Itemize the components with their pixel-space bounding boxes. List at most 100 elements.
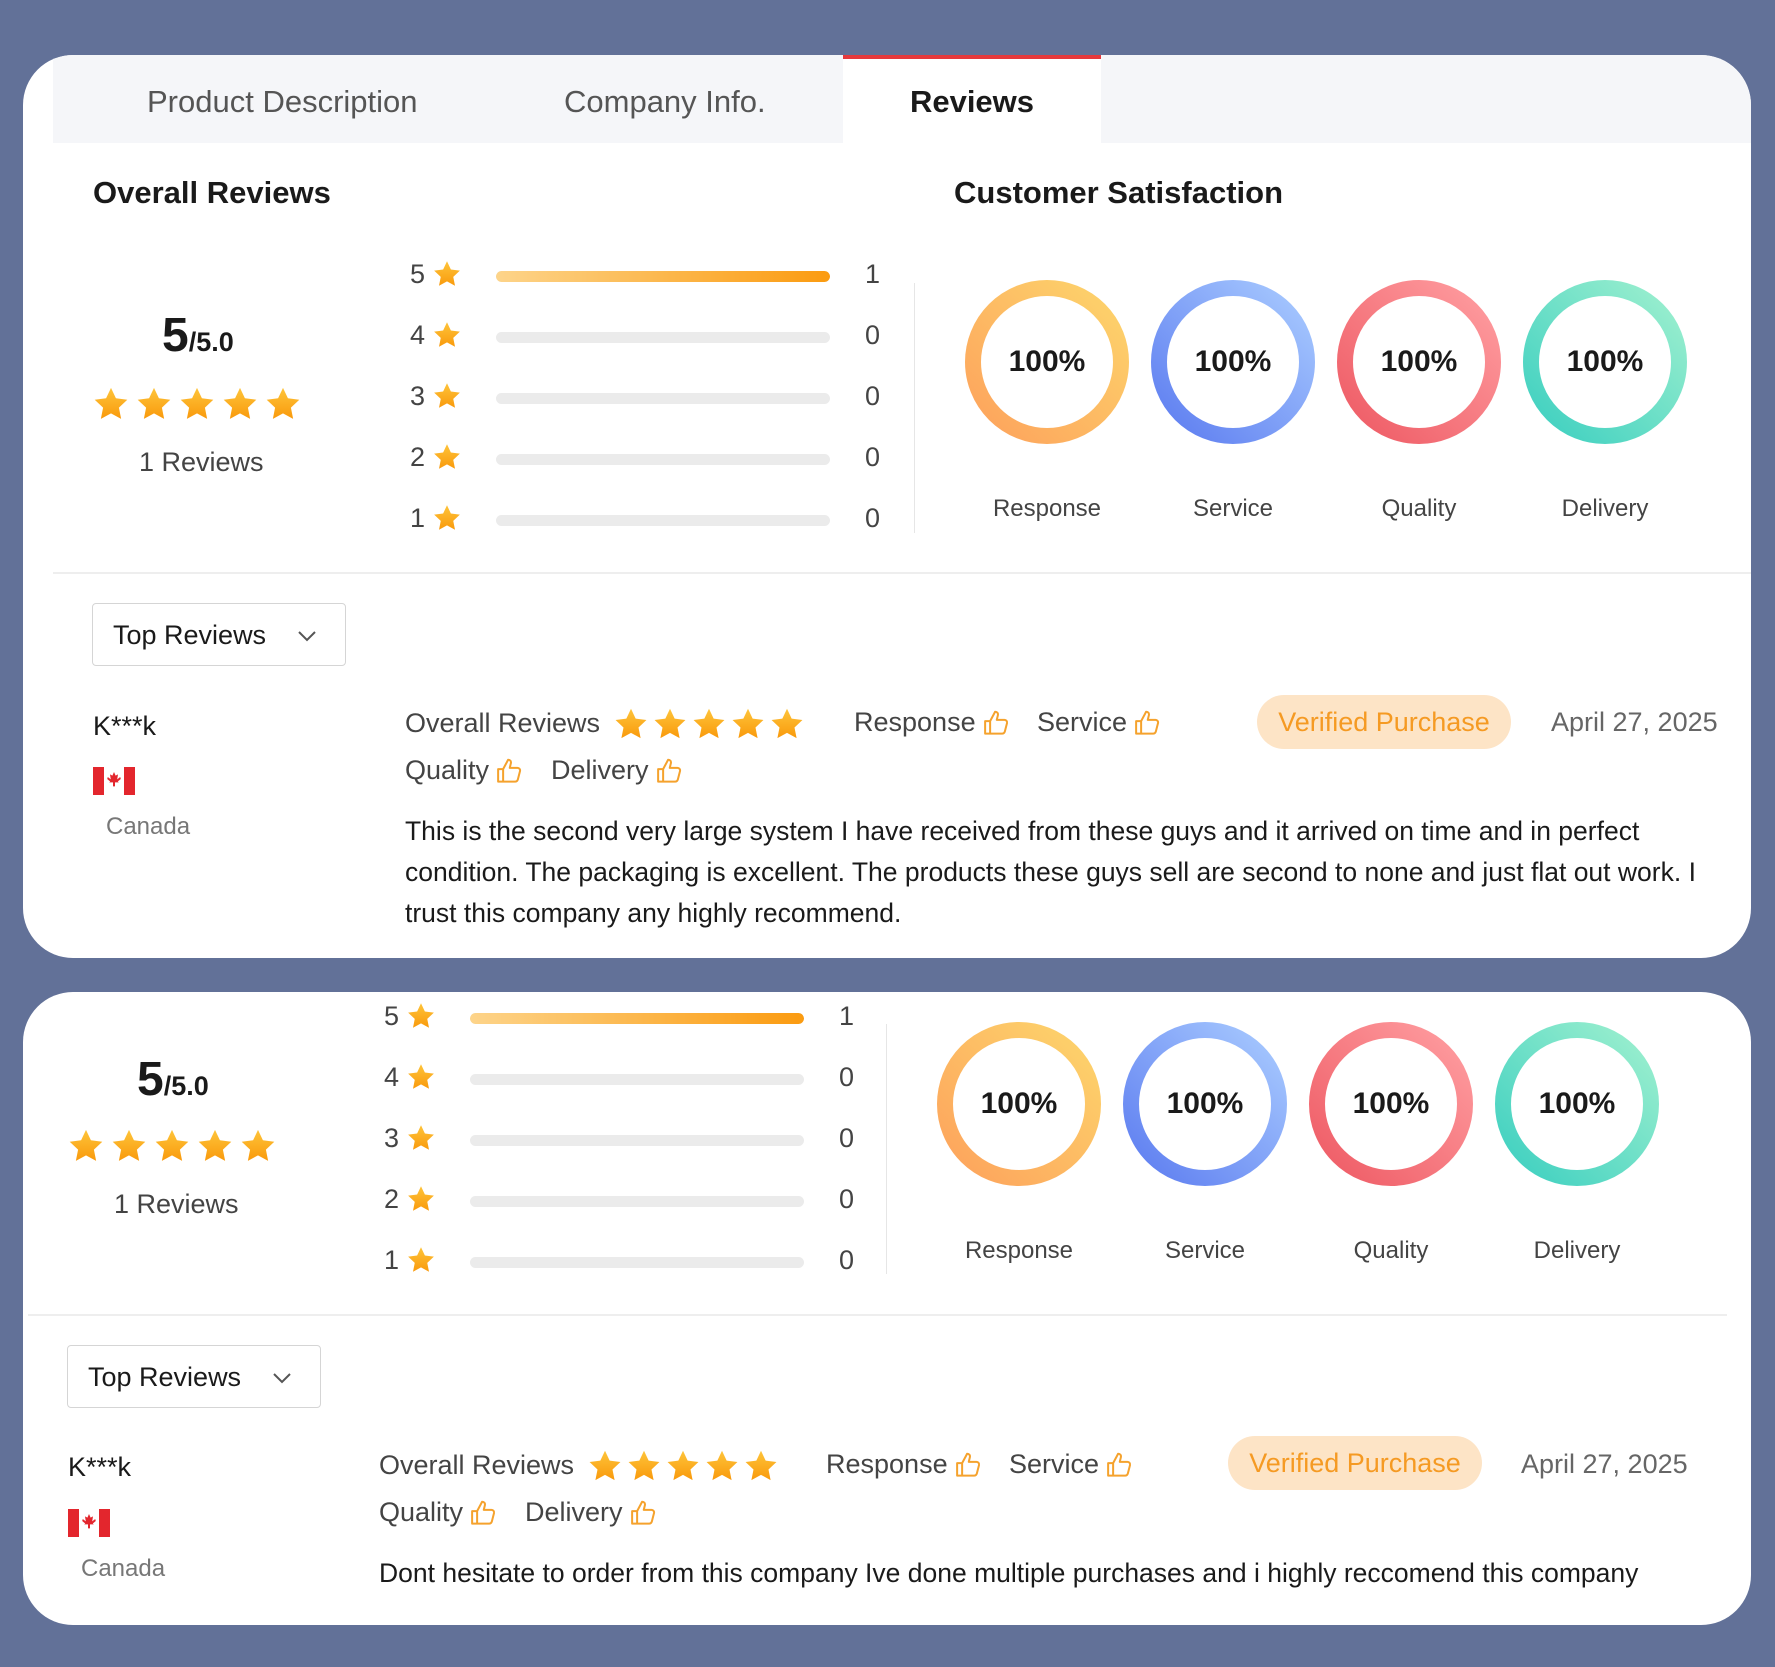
star-icon: [626, 1448, 662, 1484]
distribution-row-3: 3 0: [410, 377, 880, 417]
section-divider: [28, 1314, 1727, 1316]
tab-product-description[interactable]: Product Description: [147, 84, 418, 119]
score-suffix: /5.0: [163, 1071, 209, 1101]
distribution-count: 0: [839, 1062, 855, 1092]
satisfaction-value: 100%: [980, 1087, 1058, 1120]
divider: [914, 283, 915, 533]
tab-reviews[interactable]: Reviews: [843, 55, 1101, 143]
quality-rating: Quality: [405, 755, 525, 786]
satisfaction-label-quality: Quality: [1353, 1237, 1429, 1264]
response-label: Response: [854, 707, 976, 737]
distribution-stars: 2: [384, 1184, 400, 1214]
star-icon: [652, 706, 688, 742]
distribution-bar: [470, 1196, 804, 1207]
satisfaction-ring-delivery: 100%: [1521, 278, 1689, 446]
distribution-stars: 5: [384, 1001, 400, 1031]
star-icon: [135, 385, 173, 423]
verified-purchase-badge: Verified Purchase: [1257, 695, 1511, 749]
delivery-label: Delivery: [551, 755, 649, 785]
distribution-stars: 3: [384, 1123, 400, 1153]
sort-label: Top Reviews: [88, 1362, 242, 1392]
review-text: This is the second very large system I h…: [405, 816, 1696, 928]
distribution-row-2: 2 0: [410, 438, 880, 478]
star-icon: [406, 1184, 436, 1214]
reviews-card: 5/5.0 1 Reviews 5 1 4 0 3 0 2: [23, 992, 1751, 1625]
review-date: April 27, 2025: [1521, 1449, 1688, 1479]
satisfaction-value: 100%: [1166, 1087, 1244, 1120]
chevron-down-icon: [295, 624, 319, 648]
response-rating: Response: [854, 707, 1012, 738]
sort-reviews-dropdown[interactable]: Top Reviews: [92, 603, 346, 666]
satisfaction-ring-quality: 100%: [1307, 1020, 1475, 1188]
satisfaction-label-service: Service: [1164, 1237, 1246, 1264]
satisfaction-value: 100%: [1352, 1087, 1430, 1120]
distribution-bar: [470, 1135, 804, 1146]
distribution-row-3: 3 0: [384, 1119, 854, 1159]
satisfaction-label-service: Service: [1192, 495, 1274, 522]
thumbs-up-icon: [1105, 1450, 1135, 1480]
star-icon: [264, 385, 302, 423]
distribution-row-1: 1 0: [384, 1241, 854, 1281]
review-date: April 27, 2025: [1551, 707, 1718, 737]
star-icon: [769, 706, 805, 742]
service-label: Service: [1037, 707, 1128, 737]
satisfaction-label-response: Response: [992, 495, 1102, 522]
canada-flag-icon: [93, 767, 135, 795]
overall-stars: [67, 1127, 277, 1165]
distribution-row-5: 5 1: [410, 255, 880, 295]
delivery-label: Delivery: [525, 1497, 623, 1527]
star-icon: [432, 381, 462, 411]
overall-stars: [92, 385, 302, 423]
distribution-bar: [496, 393, 830, 404]
review-stars: [613, 706, 805, 742]
satisfaction-ring-service: 100%: [1149, 278, 1317, 446]
response-rating: Response: [826, 1449, 984, 1480]
section-divider: [53, 572, 1751, 574]
star-icon: [704, 1448, 740, 1484]
overall-reviews-label: Overall Reviews: [405, 708, 600, 739]
satisfaction-label-delivery: Delivery: [1561, 495, 1649, 522]
distribution-bar: [470, 1013, 804, 1024]
distribution-row-1: 1 0: [410, 499, 880, 539]
overall-score: 5/5.0: [137, 1052, 209, 1107]
review-text: Dont hesitate to order from this company…: [379, 1558, 1639, 1588]
satisfaction-label-response: Response: [964, 1237, 1074, 1264]
star-icon: [406, 1245, 436, 1275]
overall-score: 5/5.0: [162, 308, 234, 363]
distribution-row-2: 2 0: [384, 1180, 854, 1220]
tab-company-info[interactable]: Company Info.: [564, 84, 766, 119]
distribution-count: 1: [865, 259, 881, 289]
distribution-stars: 1: [410, 503, 426, 533]
distribution-count: 1: [839, 1001, 855, 1031]
quality-label: Quality: [405, 755, 490, 785]
quality-label: Quality: [379, 1497, 464, 1527]
star-icon: [406, 1001, 436, 1031]
thumbs-up-icon: [629, 1498, 659, 1528]
response-label: Response: [826, 1449, 948, 1479]
distribution-stars: 1: [384, 1245, 400, 1275]
sort-reviews-dropdown[interactable]: Top Reviews: [67, 1345, 321, 1408]
distribution-count: 0: [865, 381, 881, 411]
customer-satisfaction-title: Customer Satisfaction: [954, 175, 1284, 210]
star-icon: [110, 1127, 148, 1165]
overall-reviews-title: Overall Reviews: [93, 175, 331, 210]
star-icon: [665, 1448, 701, 1484]
satisfaction-ring-response: 100%: [963, 278, 1131, 446]
distribution-bar: [496, 515, 830, 526]
reviewer-name: K***k: [68, 1452, 132, 1482]
star-icon: [743, 1448, 779, 1484]
distribution-stars: 4: [410, 320, 426, 350]
distribution-count: 0: [865, 442, 881, 472]
thumbs-up-icon: [982, 708, 1012, 738]
star-icon: [67, 1127, 105, 1165]
distribution-bar: [470, 1074, 804, 1085]
thumbs-up-icon: [1133, 708, 1163, 738]
review-stars: [587, 1448, 779, 1484]
star-icon: [432, 503, 462, 533]
star-icon: [432, 259, 462, 289]
distribution-count: 0: [865, 320, 881, 350]
distribution-row-4: 4 0: [384, 1058, 854, 1098]
review-count: 1 Reviews: [114, 1189, 239, 1219]
reviewer-country: Canada: [81, 1555, 166, 1582]
distribution-count: 0: [839, 1245, 855, 1275]
